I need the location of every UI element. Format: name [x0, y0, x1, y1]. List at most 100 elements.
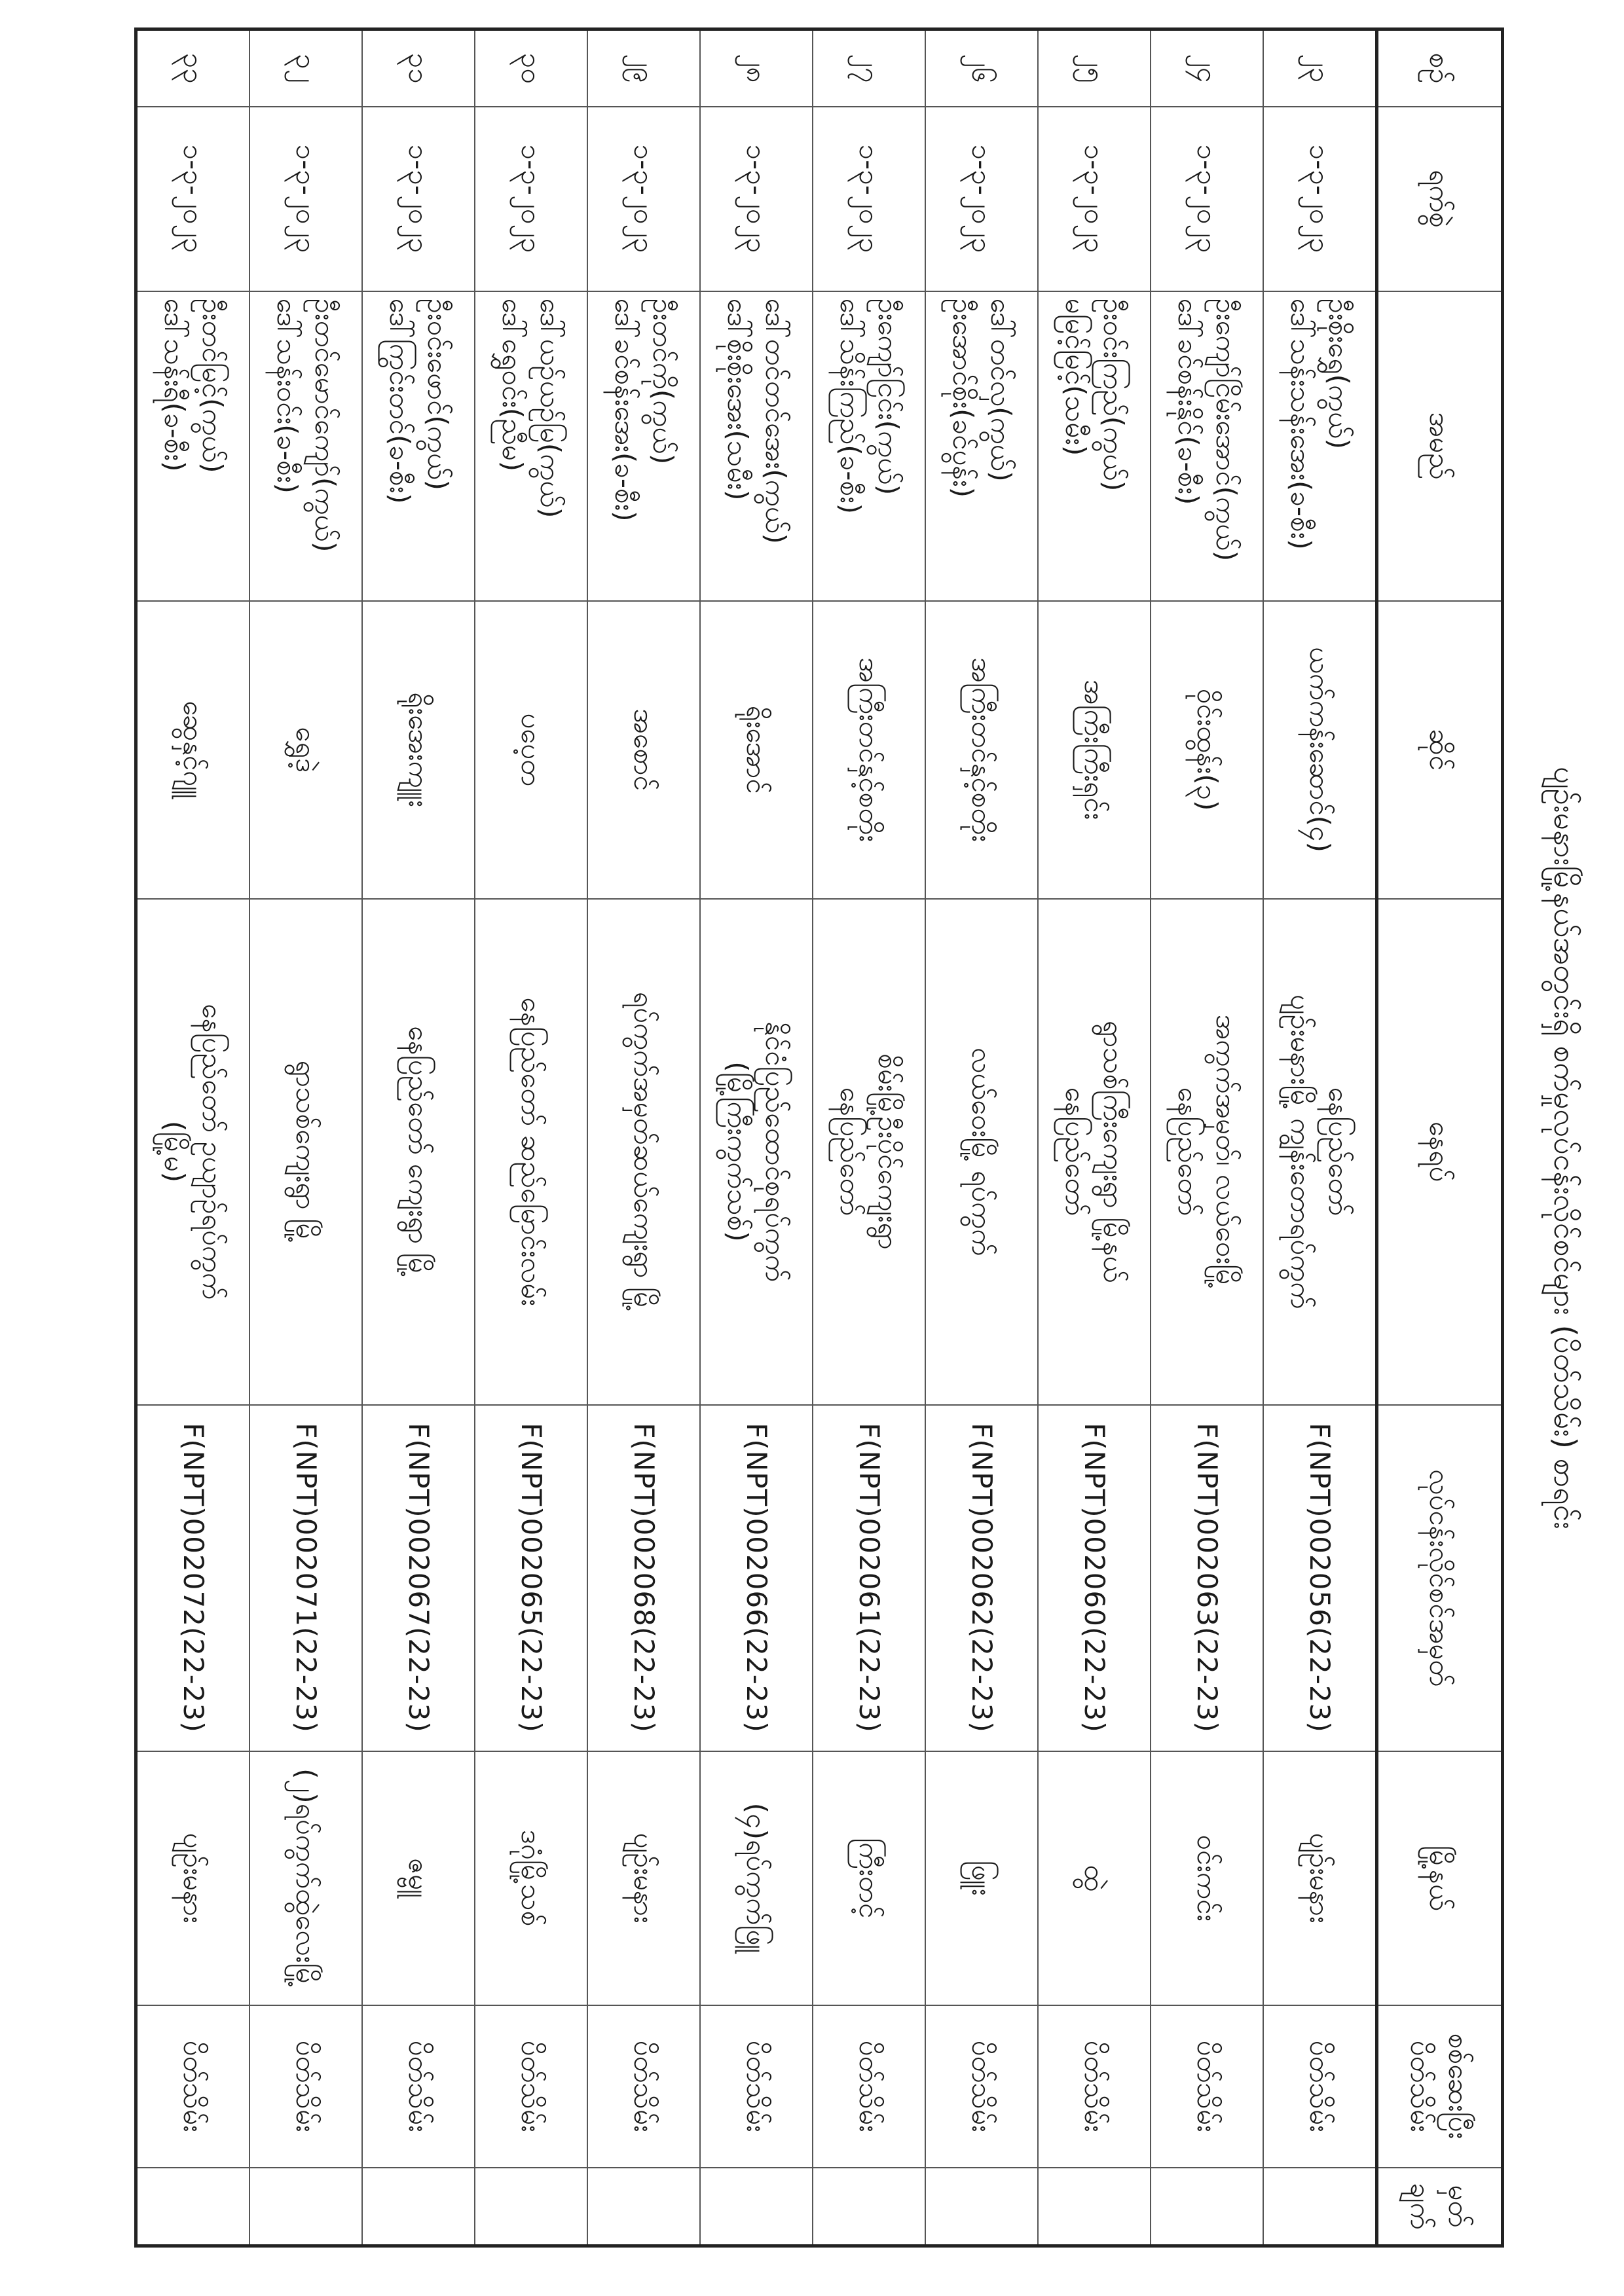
table-row: ၂၄ ၁-၃-၂၀၂၃ ဦးကျော်ငြိမ်းအောင်(ကွယ်) ဒေါ်ခင…	[1151, 29, 1263, 2246]
row-number: ၂၅	[1038, 29, 1151, 107]
row-address: နေပြည်တော် ဆည်မြောင်းလမ်း	[475, 898, 587, 1405]
row-remarks	[249, 2167, 362, 2246]
table-row: ၃၃ ၁-၃-၂၀၂၃ ဦးတင်မြင့်(ကွယ်) ဒေါ်သန်းရီ(ခ-စ…	[136, 29, 249, 2246]
row-date: ၁-၃-၂၀၂၃	[1151, 106, 1263, 291]
row-township: ပျဉ်းမနား	[587, 1751, 700, 2005]
row-name: ဦးကျော်ငြိမ်းအောင်(ကွယ်) ဒေါ်ခင်စန်းနိုင်…	[1151, 291, 1263, 601]
row-name-line: ဒေါ်ခင်စန်းနိုင်(ခ-စီး)	[1172, 298, 1204, 505]
row-name-line: ဒေါ်သန်းသန်းအေး(ခ-စီး)	[1285, 298, 1317, 550]
header-status-line: ပိတ်သိမ်း	[1405, 2040, 1437, 2132]
row-name-line: ဒေါ်သိန်းကြည်(ခ-စီး)	[834, 298, 866, 515]
row-license: F(NPT)002067(22-23)	[362, 1404, 475, 1751]
row-remarks	[925, 2167, 1038, 2246]
row-license: F(NPT)002068(22-23)	[587, 1404, 700, 1751]
row-license: F(NPT)002063(22-23)	[1151, 1404, 1263, 1751]
row-address-line: နေပြည်တော်	[1060, 1087, 1092, 1216]
row-number: ၃၁	[362, 29, 475, 107]
row-remarks	[362, 2167, 475, 2246]
row-address-line: လယ်ဝေးမြို့ ရပ်ကွက်	[966, 1047, 998, 1256]
header-no: စဉ်	[1376, 29, 1503, 107]
row-remarks	[1151, 2167, 1263, 2246]
row-address-line: ပျဉ်းမနားမြို့ ကျွန်းတောရပ်ကွက်	[1285, 994, 1317, 1309]
header-address: နေရပ်	[1376, 898, 1503, 1405]
row-address-line: နေပြည်တော်	[834, 1087, 866, 1216]
row-name-line: မမြင့်မြင့်(သမီး)	[1060, 298, 1092, 456]
row-address: လယ်ဝေးမြို့ ရပ်ကွက်	[925, 898, 1038, 1405]
row-date: ၁-၃-၂၀၂၃	[587, 106, 700, 291]
row-township: (၂)ရပ်ကွက်ထွဲလေးမြို့	[249, 1751, 362, 2005]
row-address: ရွာသစ်ကျေးရွာ မြို့	[249, 898, 362, 1405]
row-license: F(NPT)002061(22-23)	[813, 1404, 925, 1751]
row-name-line: ဒေါ်သန်းဝင်း(ခ-စီး)	[271, 298, 303, 494]
row-township: ကြီးတင့်	[813, 1751, 925, 2005]
row-license: F(NPT)002066(22-23)	[700, 1404, 813, 1751]
row-address-line: အကွက်အမှတ်၊ လယ်ဝေးမြို့	[1210, 1014, 1242, 1289]
row-name-line: ဦးတင်မောင်ကျော်(ကွယ်)	[309, 298, 341, 553]
row-address: ရွာသစ်ကြီးကျေးရွာ မြို့နယ် နေပြည်တော်	[1038, 898, 1151, 1405]
row-name-line: ဦးစိုးရွှေ(ကွယ်)	[1323, 298, 1355, 450]
row-shop: ပပေ့တ	[475, 600, 587, 899]
row-address-line: ရပ်ကွက်အမှတ်ဆယ်ကျေးရွာ မြို့	[628, 991, 660, 1312]
table-row: ၃၀ ၁-၃-၂၀၂၃ ဒေါ်ယဉ်ယဉ်မြ(ကွယ်) ဒေါ်ရွှေဝင်း…	[475, 29, 587, 2246]
row-address: နေပြည်တော် ပျဉ်းမနားမြို့ ကျွန်းတောရပ်ကွက…	[1263, 898, 1377, 1405]
row-status: ပိတ်သိမ်း	[1151, 2005, 1263, 2168]
row-license: F(NPT)002071(22-23)	[249, 1404, 362, 1751]
row-status: ပိတ်သိမ်း	[136, 2005, 249, 2168]
row-number: ၃၂	[249, 29, 362, 107]
header-status-line: စစ်ဆေးပြီး	[1443, 2033, 1475, 2140]
row-township: ဇမ္ဗူ	[362, 1751, 475, 2005]
row-name: ဒေါ်ယဉ်ယဉ်မြ(ကွယ်) ဒေါ်ရွှေဝင်း(ညီမ)	[475, 291, 587, 601]
header-status: စစ်ဆေးပြီး ပိတ်သိမ်း	[1376, 2005, 1503, 2168]
row-township: ပျဉ်းမနား	[1263, 1751, 1377, 2005]
row-address-line: စိမ်းမြို့ဦးပိုင်ကျေးရွာ	[872, 1053, 904, 1250]
row-date: ၁-၃-၂၀၂၃	[925, 106, 1038, 291]
row-shop: ရွှေဒဲ့	[249, 600, 362, 899]
row-address: ရပ်ကွက်အမှတ်ဆယ်ကျေးရွာ မြို့	[587, 898, 700, 1405]
header-row: စဉ် ရက်စွဲ အမည် ဆိုင် နေရပ် လုပ်ငန်းလိုင…	[1376, 29, 1503, 2246]
row-number: ၃၀	[475, 29, 587, 107]
row-date: ၁-၃-၂၀၂၃	[475, 106, 587, 291]
row-address-line: ရွာသစ်ကြီးကျေးရွာ မြို့နယ်	[1098, 1020, 1130, 1283]
row-township: ထွဲ	[1038, 1751, 1151, 2005]
row-name: ဒေါ်တင်တင်အေး(ကွယ်) ဒေါ်စိုးစိုးအေး(သမီး)	[700, 291, 813, 601]
row-number: ၂၄	[1151, 29, 1263, 107]
row-date: ၁-၃-၂၀၂၃	[813, 106, 925, 291]
row-address: အကွက်အမှတ်၊ လယ်ဝေးမြို့ နေပြည်တော်	[1151, 898, 1263, 1405]
closure-table: စဉ် ရက်စွဲ အမည် ဆိုင် နေရပ် လုပ်ငန်းလိုင…	[134, 27, 1504, 2248]
table-row: ၃၁ ၁-၃-၂၀၂၃ ဦးဝင်းဖောင်(ကွယ်) ဒေါ်ကြွင်းတင်…	[362, 29, 475, 2246]
table-row: ၂၅ ၁-၃-၂၀၂၃ ဦးဝင်းကြည်(ကွယ်) မမြင့်မြင့်(သမ…	[1038, 29, 1151, 2246]
row-name-line: ဒေါ်ကြွင်းတင်(ခ-စီး)	[384, 298, 416, 504]
table-row: ၂၇ ၁-၃-၂၀၂၃ ဦးကျော်ငြင်း(ကွယ်) ဒေါ်သိန်းကြည…	[813, 29, 925, 2246]
row-status: ပိတ်သိမ်း	[362, 2005, 475, 2168]
row-remarks	[1038, 2167, 1151, 2246]
row-number: ၂၈	[700, 29, 813, 107]
header-remarks-line: မှတ်	[1443, 2185, 1475, 2228]
row-shop: ဝိုင်းထွန်း(၃)	[1151, 600, 1263, 899]
row-status: ပိတ်သိမ်း	[1263, 2005, 1377, 2168]
row-status: ပိတ်သိမ်း	[813, 2005, 925, 2168]
document-title: ပျဉ်းမနားမြို့နယ်အတွင်းရှိ စက်မှုလုပ်ငန်…	[1547, 767, 1583, 1529]
header-remarks: မှတ် ချက်	[1376, 2167, 1503, 2246]
row-license: F(NPT)002072(22-23)	[136, 1404, 249, 1751]
header-date: ရက်စွဲ	[1376, 106, 1503, 291]
row-address-line: (မြို့မ)	[158, 1120, 191, 1183]
row-status: ပိတ်သိမ်း	[249, 2005, 362, 2168]
row-name-line: ဦးအောင်စိုး(ခင်ပွန်း)	[947, 298, 979, 498]
row-address-line: နေပြည်တော်	[1172, 1087, 1204, 1216]
row-shop: ရိုးအေးကျူး	[362, 600, 475, 899]
row-township: (၄)ရပ်ကွက်ဖြူ	[700, 1751, 813, 2005]
row-shop: ဆွေနှင့်ဂျူ	[136, 600, 249, 899]
row-name-line: ဦးတင်ကို(ကွယ်)	[647, 298, 679, 465]
row-name-line: ဒေါ်ယဉ်ယဉ်မြ(ကွယ်)	[534, 298, 566, 519]
row-township: ဖြူး	[925, 1751, 1038, 2005]
row-address: နေပြည်တော် ကျေးရွာ မြို့	[362, 898, 475, 1405]
row-name: ဦးဝင်းကြည်(ကွယ်) မမြင့်မြင့်(သမီး)	[1038, 291, 1151, 601]
row-name: ဦးစိုးရွှေ(ကွယ်) ဒေါ်သန်းသန်းအေး(ခ-စီး)	[1263, 291, 1377, 601]
row-name-line: ဒေါ်စိုးစိုးအေး(သမီး)	[722, 298, 754, 501]
row-name-line: ဒေါ်သန်းရီ(ခ-စီး)	[158, 298, 191, 472]
header-shop: ဆိုင်	[1376, 600, 1503, 899]
row-license: F(NPT)002065(22-23)	[475, 1404, 587, 1751]
row-shop: အကြီးကြီးရှင်း	[1038, 600, 1151, 899]
row-shop: အကြီးတင်နှင့်စတိုး	[813, 600, 925, 899]
